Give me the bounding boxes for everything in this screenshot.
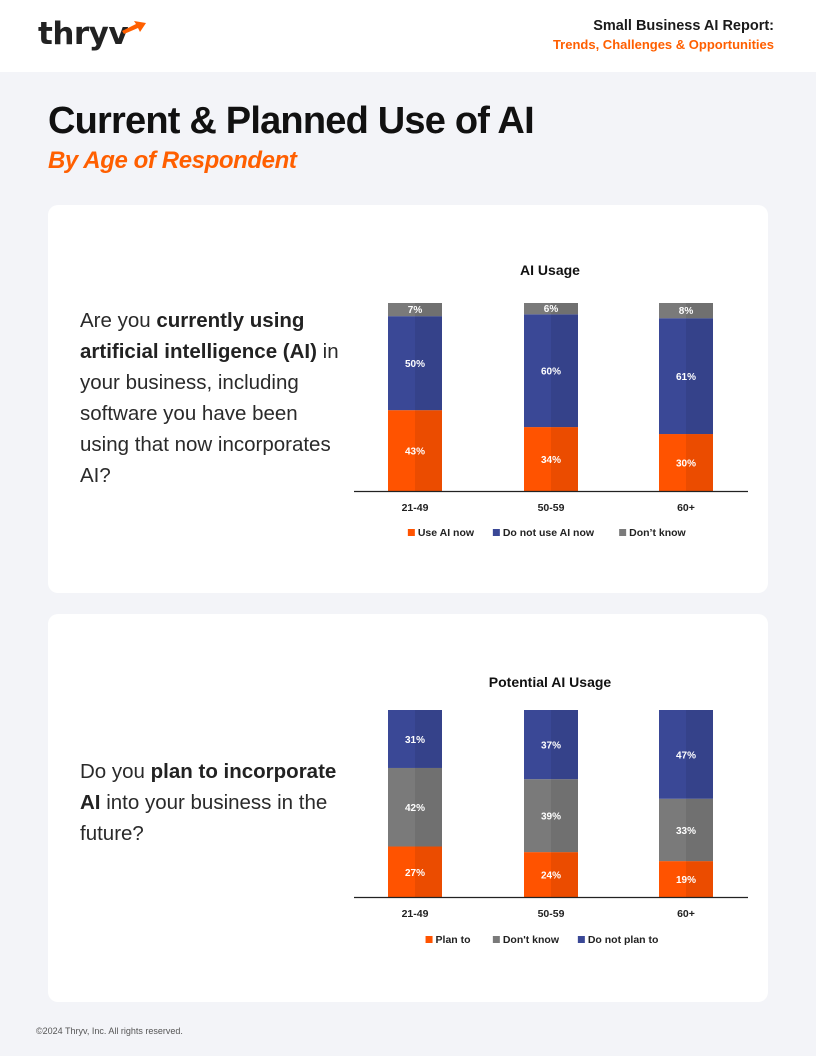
legend-swatch-don-t-know bbox=[492, 936, 500, 943]
bar-don-t-know-50-59 bbox=[524, 779, 578, 853]
logo-text: thryv bbox=[38, 16, 129, 52]
category-label: 50-59 bbox=[538, 502, 565, 514]
bar-shade bbox=[686, 798, 713, 862]
bar-plan-to-60 bbox=[659, 861, 713, 897]
bar-plan-to-21-49 bbox=[388, 846, 442, 897]
question-text-bold: plan to incorporate AI bbox=[80, 760, 337, 814]
legend-label: Plan to bbox=[436, 934, 471, 946]
legend-swatch-plan-to bbox=[425, 936, 433, 943]
bar-shade bbox=[415, 410, 442, 491]
bar-do-not-plan-to-50-59 bbox=[524, 710, 578, 780]
question-text-pre: Are you bbox=[80, 309, 157, 332]
legend-swatch-use-ai-now bbox=[407, 529, 415, 536]
data-label: 6% bbox=[544, 304, 559, 315]
data-label: 7% bbox=[408, 305, 423, 316]
data-label: 42% bbox=[405, 803, 425, 814]
logo-arrow-icon bbox=[122, 21, 146, 34]
data-label: 47% bbox=[676, 750, 696, 761]
report-subtitle: Trends, Challenges & Opportunities bbox=[552, 37, 774, 52]
category-label: 21-49 bbox=[402, 908, 429, 920]
bar-shade bbox=[686, 710, 713, 799]
bar-shade bbox=[686, 861, 713, 897]
question-text-pre: Do you bbox=[80, 760, 151, 783]
bar-don-t-know-21-49 bbox=[388, 767, 442, 847]
data-label: 19% bbox=[676, 875, 696, 886]
bar-shade bbox=[551, 852, 578, 897]
data-label: 30% bbox=[676, 459, 696, 470]
legend-label: Don't know bbox=[503, 934, 560, 946]
question-text-post: in your business, including software you… bbox=[80, 340, 339, 487]
bar-do-not-plan-to-21-49 bbox=[388, 710, 442, 768]
bar-shade bbox=[686, 318, 713, 435]
data-label: 37% bbox=[541, 741, 561, 752]
ai-usage-chart: AI Usage 43% 50% 7% 21-49 34% 60% 6% 50-59 30% 61%… bbox=[354, 262, 748, 539]
data-label: 61% bbox=[676, 372, 696, 383]
bar-don-t-know-50-59 bbox=[524, 303, 578, 315]
question-planned-use: Do you plan to incorporate AI into your … bbox=[80, 756, 340, 849]
bar-do-not-use-ai-now-60 bbox=[659, 318, 713, 435]
page-title: Current & Planned Use of AI bbox=[48, 100, 535, 142]
chart-title: Potential AI Usage bbox=[489, 674, 612, 690]
chart-legend: Plan to Don't know Do not plan to bbox=[425, 934, 659, 946]
data-label: 33% bbox=[676, 826, 696, 837]
bar-don-t-know-21-49 bbox=[388, 303, 442, 317]
ai-usage-card: Are you currently using artificial intel… bbox=[48, 205, 768, 593]
legend-swatch-do-not-plan-to bbox=[577, 936, 585, 943]
legend-swatch-don-t-know bbox=[619, 529, 627, 536]
bar-do-not-use-ai-now-21-49 bbox=[388, 316, 442, 411]
category-label: 21-49 bbox=[402, 502, 429, 514]
bar-do-not-plan-to-60 bbox=[659, 710, 713, 799]
legend-swatch-do-not-use-ai-now bbox=[492, 529, 500, 536]
bar-shade bbox=[551, 303, 578, 315]
legend-label: Do not plan to bbox=[588, 934, 659, 946]
data-label: 8% bbox=[679, 306, 694, 317]
potential-ai-usage-chart: Potential AI Usage 27% 42% 31% 21-49 24% 39% 37… bbox=[354, 674, 748, 946]
bar-do-not-use-ai-now-50-59 bbox=[524, 314, 578, 428]
bar-shade bbox=[415, 316, 442, 411]
question-text-post: into your business in the future? bbox=[80, 791, 328, 845]
report-title: Small Business AI Report: bbox=[593, 18, 774, 34]
bar-shade bbox=[551, 710, 578, 780]
legend-label: Use AI now bbox=[418, 527, 475, 539]
legend-label: Do not use AI now bbox=[503, 527, 595, 539]
bar-shade bbox=[686, 434, 713, 491]
page-subtitle: By Age of Respondent bbox=[48, 147, 297, 174]
bar-use-ai-now-60 bbox=[659, 434, 713, 491]
bar-use-ai-now-50-59 bbox=[524, 427, 578, 491]
category-label: 60+ bbox=[677, 908, 695, 920]
category-label: 50-59 bbox=[538, 908, 565, 920]
bar-don-t-know-60 bbox=[659, 798, 713, 862]
chart-legend: Use AI now Do not use AI now Don’t know bbox=[407, 527, 687, 539]
data-label: 43% bbox=[405, 447, 425, 458]
bar-don-t-know-60 bbox=[659, 303, 713, 319]
question-text-bold: currently using artificial intelligence … bbox=[80, 309, 317, 363]
bar-shade bbox=[415, 710, 442, 768]
bar-plan-to-50-59 bbox=[524, 852, 578, 897]
copyright-footer: ©2024 Thryv, Inc. All rights reserved. bbox=[36, 1026, 183, 1036]
data-label: 24% bbox=[541, 871, 561, 882]
data-label: 34% bbox=[541, 455, 561, 466]
bar-shade bbox=[415, 303, 442, 317]
chart-title: AI Usage bbox=[520, 262, 580, 278]
data-label: 27% bbox=[405, 868, 425, 879]
data-label: 50% bbox=[405, 359, 425, 370]
bar-use-ai-now-21-49 bbox=[388, 410, 442, 491]
data-label: 31% bbox=[405, 735, 425, 746]
bar-shade bbox=[551, 314, 578, 428]
header-bar: thryv Small Business AI Report: Trends, … bbox=[0, 0, 816, 72]
bar-shade bbox=[415, 846, 442, 897]
bar-shade bbox=[551, 779, 578, 853]
potential-ai-usage-card: Do you plan to incorporate AI into your … bbox=[48, 614, 768, 1002]
data-label: 60% bbox=[541, 367, 561, 378]
legend-label: Don’t know bbox=[629, 527, 686, 539]
bar-shade bbox=[415, 767, 442, 847]
report-title-block: Small Business AI Report: Trends, Challe… bbox=[553, 18, 774, 52]
category-label: 60+ bbox=[677, 502, 695, 514]
bar-shade bbox=[686, 303, 713, 319]
question-current-use: Are you currently using artificial intel… bbox=[80, 305, 340, 491]
thryv-logo[interactable]: thryv bbox=[38, 16, 146, 52]
bar-shade bbox=[551, 427, 578, 491]
data-label: 39% bbox=[541, 812, 561, 823]
